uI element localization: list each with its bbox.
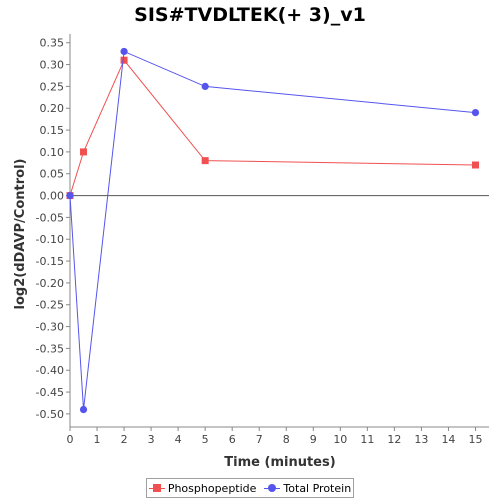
legend-label: Phosphopeptide [167,481,257,495]
x-tick-label: 3 [148,433,155,446]
series-line [69,50,476,410]
y-tick-label: -0.30 [36,321,64,334]
x-tick-label: 13 [414,433,428,446]
y-tick-label: 0.35 [40,37,65,50]
legend: Phosphopeptide Total Protein [146,478,354,498]
x-tick-label: 1 [94,433,101,446]
y-tick-label: 0.05 [40,168,65,181]
y-tick-label: -0.50 [36,408,64,421]
data-point [79,405,88,414]
y-tick-label: 0.30 [40,59,65,72]
y-tick-label: 0.00 [40,190,65,203]
x-tick-label: 15 [468,433,482,446]
y-tick-label: 0.10 [40,146,65,159]
x-tick-label: 14 [441,433,455,446]
y-tick-label: -0.15 [36,255,64,268]
series-layer [66,47,480,414]
x-tick-label: 0 [67,433,74,446]
x-tick-label: 10 [333,433,347,446]
y-tick-label: -0.20 [36,277,64,290]
x-tick-label: 8 [283,433,290,446]
series-line [69,59,476,196]
data-point [80,148,88,156]
legend-label: Total Protein [283,481,352,495]
square-marker-icon [148,483,165,493]
data-point [201,157,209,165]
data-point [471,161,479,169]
y-tick-label: 0.20 [40,102,65,115]
x-tick-label: 11 [360,433,374,446]
legend-item-phosphopeptide: Phosphopeptide [148,481,257,495]
y-tick-label: 0.15 [40,124,65,137]
y-tick-label: -0.45 [36,386,64,399]
x-tick-label: 4 [175,433,182,446]
data-point [120,56,128,64]
data-point [471,109,480,117]
x-tick-label: 2 [121,433,128,446]
legend-item-total-protein: Total Protein [264,482,351,495]
x-tick-label: 6 [229,433,236,446]
x-tick-label: 12 [387,433,401,446]
y-tick-label: -0.35 [36,342,64,355]
y-tick-label: -0.40 [36,364,64,377]
x-tick-label: 7 [256,433,263,446]
y-tick-label: -0.25 [36,299,64,312]
chart-title: SIS#TVDLTEK(+ 3)_v1 [134,4,366,26]
data-point [66,191,74,200]
axes: 0.35 0.30 0.25 0.20 0.15 0.10 0.05 0.00 -0.05 -0.… [36,34,489,446]
x-tick-label: 5 [202,433,209,446]
x-axis-title: Time (minutes) [224,455,335,470]
x-tick-label: 9 [310,433,317,446]
data-point [120,47,128,56]
y-axis-title: log2(dDAVP/Control) [13,159,28,310]
circle-marker-icon [264,483,281,493]
data-point [201,82,209,90]
y-tick-label: 0.25 [40,80,65,93]
y-tick-label: -0.05 [36,211,64,224]
y-tick-label: -0.10 [36,233,64,246]
